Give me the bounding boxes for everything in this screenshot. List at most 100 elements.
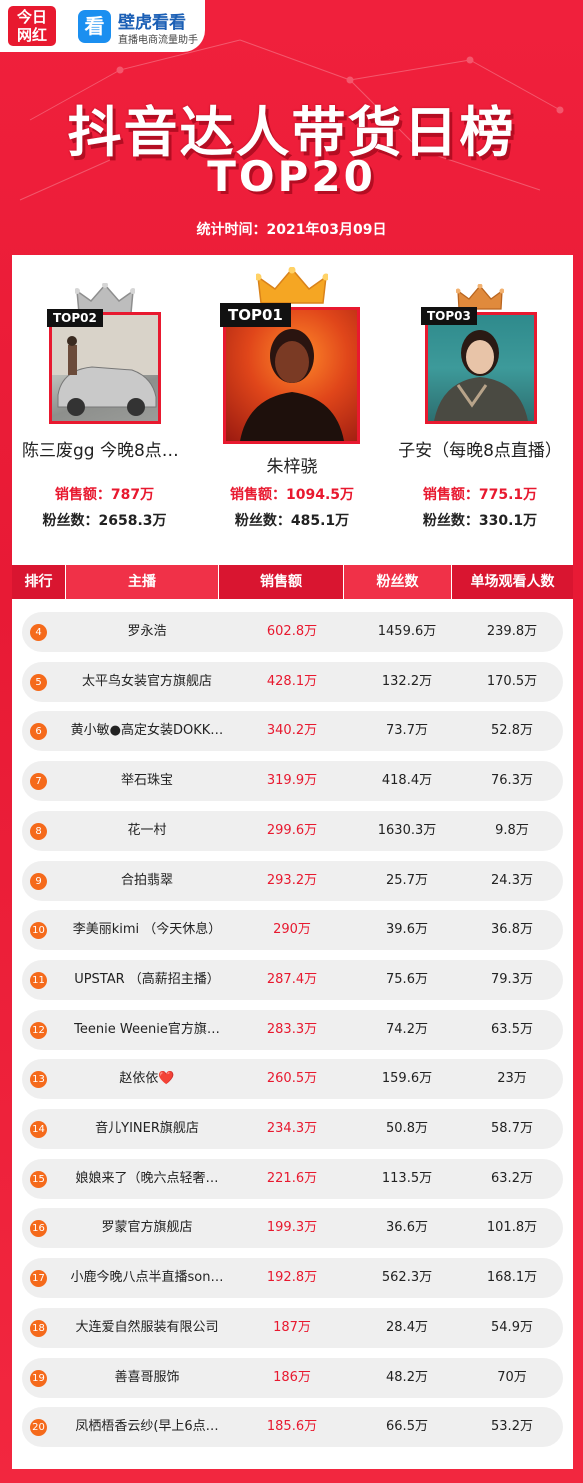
- rank-badge: 20: [30, 1419, 47, 1437]
- sales-value: 299.6万: [266, 822, 318, 838]
- bihu-logo-slogan: 直播电商流量助手: [118, 35, 198, 46]
- rank-badge: 7: [30, 773, 47, 791]
- table-row[interactable]: 14 音儿YINER旗舰店 234.3万 50.8万 58.7万: [22, 1109, 563, 1149]
- crown-bronze-icon: [456, 284, 504, 310]
- views-value: 239.8万: [486, 624, 538, 639]
- rank-badge: 6: [30, 723, 47, 741]
- top1-sales: 销售额：1094.5万: [229, 487, 355, 503]
- views-value: 70万: [497, 1369, 527, 1385]
- rank-badge: 10: [30, 922, 47, 940]
- fans-value: 66.5万: [386, 1419, 428, 1435]
- anchor-name: 赵依依❤️: [119, 1071, 175, 1087]
- anchor-name: 李美丽kimi （今天休息）: [72, 922, 222, 938]
- rank-badge: 12: [30, 1021, 47, 1039]
- anchor-name: Teenie Weenie官方旗…: [74, 1021, 220, 1037]
- sales-value: 293.2万: [266, 872, 318, 888]
- sales-value: 234.3万: [266, 1121, 318, 1136]
- logo1-line1: 今日: [16, 8, 47, 26]
- table-row[interactable]: 20 凤栖梧香云纱(早上6点… 185.6万 66.5万 53.2万: [22, 1407, 563, 1448]
- fans-value: 1630.3万: [377, 822, 437, 838]
- anchor-name: 举石珠宝: [120, 773, 173, 789]
- header-sales: 销售额: [219, 565, 344, 599]
- sales-value: 221.6万: [266, 1170, 318, 1186]
- table-row[interactable]: 9 合拍翡翠 293.2万 25.7万 24.3万: [22, 860, 563, 901]
- logo1-line2: 网红: [16, 26, 47, 44]
- fans-value: 1459.6万: [377, 624, 437, 639]
- rank-badge: 19: [30, 1369, 47, 1387]
- top1-card[interactable]: TOP01 朱梓骁 销售额：1094.5万 粉丝数：485.1万: [197, 255, 387, 565]
- bihu-logo-name: 壁虎看看: [118, 13, 186, 33]
- top2-card[interactable]: TOP02 陈三废gg 今晚8点… 销售额：787万 粉丝数：2658.3万: [12, 255, 197, 565]
- views-value: 76.3万: [491, 773, 533, 789]
- views-value: 170.5万: [486, 673, 538, 689]
- table-row[interactable]: 16 罗蒙官方旗舰店 199.3万 36.6万 101.8万: [22, 1208, 563, 1249]
- table-row[interactable]: 10 李美丽kimi （今天休息） 290万 39.6万 36.8万: [22, 910, 563, 951]
- anchor-name: 太平鸟女装官方旗舰店: [81, 673, 212, 689]
- table-row[interactable]: 4 罗永浩 602.8万 1459.6万 239.8万: [22, 612, 563, 652]
- rank-badge: 18: [30, 1319, 47, 1337]
- rank-badge: 8: [30, 822, 47, 840]
- anchor-name: 花一村: [127, 822, 167, 838]
- table-row[interactable]: 5 太平鸟女装官方旗舰店 428.1万 132.2万 170.5万: [22, 661, 563, 702]
- anchor-name: 善喜哥服饰: [114, 1369, 180, 1385]
- views-value: 23万: [497, 1071, 527, 1087]
- views-value: 24.3万: [491, 872, 533, 888]
- anchor-name: 小鹿今晚八点半直播son…: [70, 1270, 224, 1286]
- fans-value: 36.6万: [386, 1220, 428, 1236]
- fans-value: 73.7万: [386, 723, 428, 739]
- top3-name: 子安（每晚8点直播）: [398, 441, 562, 461]
- background-network-lines: [19, 39, 564, 201]
- anchor-name: 凤栖梧香云纱(早上6点…: [75, 1419, 219, 1435]
- rank-badge: 5: [30, 673, 47, 691]
- sales-value: 602.8万: [266, 624, 318, 639]
- fans-value: 418.4万: [381, 773, 433, 789]
- top2-badge: TOP02: [47, 309, 103, 327]
- table-row[interactable]: 7 举石珠宝 319.9万 418.4万 76.3万: [22, 761, 563, 802]
- table-row[interactable]: 19 善喜哥服饰 186万 48.2万 70万: [22, 1357, 563, 1398]
- jinri-wanghong-logo: 今日 网红: [8, 6, 56, 46]
- rank-badge: 9: [30, 872, 47, 890]
- table-row[interactable]: 15 娘娘来了（晚六点轻奢… 221.6万 113.5万 63.2万: [22, 1158, 563, 1199]
- sales-value: 319.9万: [266, 773, 318, 789]
- top3-badge: TOP03: [421, 307, 477, 325]
- top3-panel: TOP02 陈三废gg 今晚8点… 销售额：787万 粉丝数：2658.3万 T…: [12, 255, 573, 565]
- sales-value: 283.3万: [266, 1021, 318, 1037]
- fans-value: 39.6万: [386, 922, 428, 938]
- anchor-name: 罗蒙官方旗舰店: [101, 1220, 193, 1236]
- brand-bar: 今日 网红 看 壁虎看看 直播电商流量助手: [0, 0, 205, 52]
- header-views: 单场观看人数: [452, 565, 573, 599]
- top1-avatar: [223, 307, 360, 444]
- views-value: 63.2万: [491, 1170, 533, 1186]
- fans-value: 50.8万: [386, 1121, 428, 1136]
- fans-value: 28.4万: [386, 1319, 428, 1335]
- rank-badge: 15: [30, 1170, 47, 1188]
- anchor-name: 合拍翡翠: [120, 872, 173, 888]
- sales-value: 192.8万: [266, 1270, 318, 1286]
- anchor-name: 黄小敏●高定女装DOKK…: [70, 723, 224, 739]
- sales-value: 340.2万: [266, 723, 318, 739]
- table-row[interactable]: 13 赵依依❤️ 260.5万 159.6万 23万: [22, 1059, 563, 1100]
- sales-value: 186万: [273, 1369, 311, 1385]
- views-value: 79.3万: [491, 971, 533, 987]
- top3-card[interactable]: TOP03 子安（每晚8点直播） 销售额：775.1万 粉丝数：330.1万: [387, 255, 573, 565]
- sales-value: 287.4万: [266, 971, 318, 987]
- table-row[interactable]: 11 UPSTAR （高薪招主播） 287.4万 75.6万 79.3万: [22, 959, 563, 1000]
- table-row[interactable]: 18 大连爱自然服装有限公司 187万 28.4万 54.9万: [22, 1307, 563, 1348]
- fans-value: 75.6万: [386, 971, 428, 987]
- sales-value: 185.6万: [266, 1419, 318, 1435]
- table-row[interactable]: 17 小鹿今晚八点半直播son… 192.8万 562.3万 168.1万: [22, 1258, 563, 1299]
- header-rank: 排行: [12, 565, 66, 599]
- table-row[interactable]: 8 花一村 299.6万 1630.3万 9.8万: [22, 810, 563, 851]
- top2-sales: 销售额：787万: [54, 487, 155, 503]
- table-row[interactable]: 6 黄小敏●高定女装DOKK… 340.2万 73.7万 52.8万: [22, 711, 563, 752]
- rank-badge: 17: [30, 1270, 47, 1288]
- top1-badge: TOP01: [220, 303, 291, 327]
- table-row[interactable]: 12 Teenie Weenie官方旗… 283.3万 74.2万 63.5万: [22, 1009, 563, 1050]
- views-value: 101.8万: [486, 1220, 538, 1236]
- fans-value: 159.6万: [381, 1071, 433, 1087]
- sales-value: 290万: [273, 922, 311, 938]
- anchor-name: 娘娘来了（晚六点轻奢…: [75, 1170, 219, 1186]
- ranking-table-body: 4 罗永浩 602.8万 1459.6万 239.8万 5 太平鸟女装官方旗舰店 428.1万…: [12, 599, 573, 1469]
- top2-name: 陈三废gg 今晚8点…: [22, 441, 179, 461]
